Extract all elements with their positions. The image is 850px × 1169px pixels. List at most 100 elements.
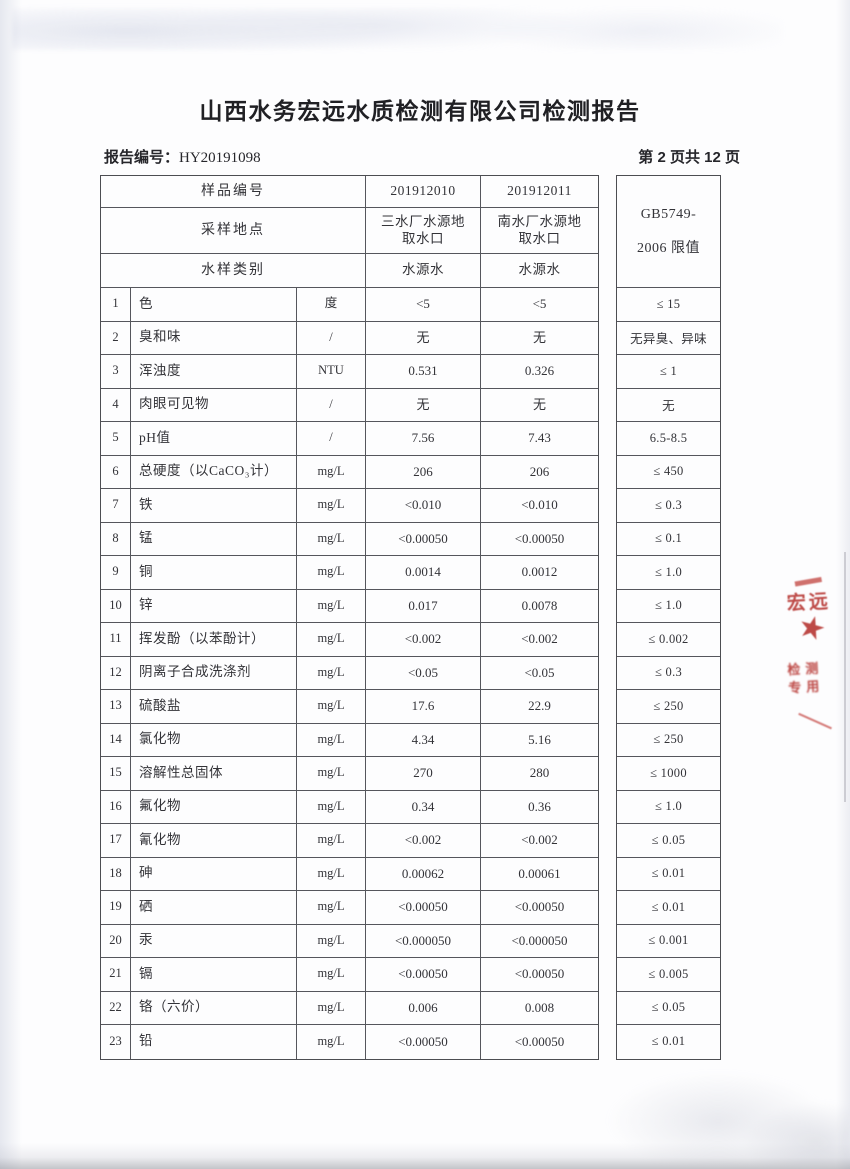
sample2-value: 0.0078 [481, 590, 598, 623]
limit-value: ≤ 1.0 [617, 791, 720, 824]
limit-value: 6.5-8.5 [617, 422, 720, 456]
sample1-id: 201912010 [366, 176, 481, 208]
param-name: 肉眼可见物 [131, 388, 297, 422]
row-number: 11 [101, 623, 131, 657]
limit-value: ≤ 0.05 [617, 824, 720, 858]
limit-header: GB5749- 2006 限值 [617, 176, 720, 288]
param-unit: mg/L [297, 1025, 366, 1059]
limit-value: ≤ 0.001 [617, 925, 720, 958]
limit-value: ≤ 0.3 [617, 489, 720, 523]
param-name: 锌 [131, 589, 297, 623]
sample2-value: 7.43 [481, 422, 598, 456]
limit-value: ≤ 0.01 [651, 1034, 686, 1049]
sample2-value: 280 [481, 757, 598, 791]
param-row: 5 pH值/7.56 7.43 [101, 422, 598, 456]
row-number: 4 [101, 388, 131, 422]
param-row: 22 铬（六价） mg/L 0.006 0.008 [101, 991, 598, 1025]
row-number: 8 [101, 522, 131, 556]
row-number: 9 [101, 556, 131, 590]
sample1-value: 0.531 [366, 355, 481, 389]
limit-value: ≤ 0.005 [617, 958, 720, 992]
param-name: 浑浊度 [131, 355, 297, 389]
param-name: 硒 [131, 891, 297, 925]
param-unit: NTU [297, 355, 366, 389]
sample2-value: <0.05 [481, 657, 598, 690]
sample2-value: 0.008 [481, 992, 598, 1025]
param-unit: mg/L [297, 690, 366, 724]
param-name: 铁 [131, 489, 297, 523]
sample-id-label: 样品编号 [101, 176, 366, 208]
sample1-value: 7.56 [366, 422, 481, 456]
sample2-value: <0.002 [481, 623, 598, 657]
sample1-value: <0.002 [366, 623, 481, 657]
scan-shadow-right [836, 0, 850, 1169]
limit-value: ≤ 1.0 [617, 556, 720, 590]
param-row: 1 色度 <5 <5 [101, 288, 598, 322]
param-unit: mg/L [297, 656, 366, 690]
param-name: 挥发酚（以苯酚计） [131, 623, 297, 657]
limit-value: ≤ 0.01 [617, 891, 720, 925]
limit-value: ≤ 0.1 [617, 523, 720, 556]
sample2-value: 0.36 [481, 791, 598, 824]
sample2-value: 无 [481, 322, 598, 355]
sample1-value: 0.00062 [366, 857, 481, 891]
page-edge-line [844, 552, 846, 802]
row-number: 1 [101, 288, 131, 322]
report-number-label: 报告编号： [104, 149, 180, 166]
sample2-value: 0.0012 [481, 556, 598, 590]
limit-table: GB5749- 2006 限值 ≤ 15 无异臭、异味 ≤ 1 无 6.5-8.5 ≤ 4… [616, 175, 721, 1060]
limit-value: 无异臭、异味 [617, 322, 720, 355]
param-row: 20 汞 mg/L <0.000050 <0.000050 [101, 924, 598, 958]
sample1-value: 4.34 [366, 723, 481, 757]
limit-value: 无 [617, 389, 720, 422]
param-unit: mg/L [297, 589, 366, 623]
sample2-value: <5 [481, 288, 598, 322]
sample2-value: 0.326 [481, 355, 598, 389]
category-label: 水样类别 [101, 254, 366, 288]
row-number: 10 [101, 589, 131, 623]
scan-shadow-top [12, 8, 782, 50]
row-number: 2 [101, 321, 131, 355]
sample2-value: <0.00050 [514, 1033, 565, 1049]
param-row: 10 锌 mg/L 0.017 0.0078 [101, 589, 598, 623]
row-number: 17 [101, 824, 131, 858]
param-unit: mg/L [297, 455, 366, 489]
seal-edge-line [798, 712, 832, 730]
sample2-value: 0.00061 [481, 858, 598, 891]
row-number: 14 [101, 723, 131, 757]
sample1-value: 17.6 [366, 690, 481, 724]
row-number: 15 [101, 757, 131, 791]
limit-value: ≤ 250 [617, 724, 720, 757]
param-unit: 度 [297, 288, 366, 322]
param-unit: mg/L [297, 790, 366, 824]
scan-shadow-bottom [0, 1143, 850, 1169]
row-number: 6 [101, 455, 131, 489]
param-row: 11 挥发酚（以苯酚计） mg/L <0.002 <0.002 [101, 623, 598, 657]
param-name: 氯化物 [131, 723, 297, 757]
header-row-sample-id: 样品编号 201912010 201912011 [101, 176, 598, 208]
meta-row: 报告编号：HY20191098 第 2 页共 12 页 [104, 146, 740, 167]
param-unit: mg/L [297, 522, 366, 556]
sample1-value: <0.010 [366, 489, 481, 523]
sample2-value: <0.00050 [481, 891, 598, 925]
limit-value: ≤ 0.01 [617, 858, 720, 891]
sample1-value: 无 [366, 388, 481, 422]
official-seal-stamp: 宏远 ★ 检测专用 [781, 571, 848, 754]
param-name: 氰化物 [131, 824, 297, 858]
param-unit: mg/L [297, 891, 366, 925]
header-row-location: 采样地点 三水厂水源地取水口 南水厂水源地取水口 [101, 208, 598, 254]
report-number: 报告编号：HY20191098 [104, 146, 261, 167]
param-row: 18 砷 mg/L 0.00062 0.00061 [101, 857, 598, 891]
row-number: 22 [101, 991, 131, 1025]
param-unit: mg/L [297, 556, 366, 590]
param-row: 6 总硬度（以CaCO₃计） mg/L 206 206 [101, 455, 598, 489]
sample1-value: <0.00050 [366, 958, 481, 992]
row-number: 20 [101, 924, 131, 958]
param-unit: / [297, 321, 366, 355]
param-name: 砷 [131, 857, 297, 891]
limit-value: ≤ 1000 [617, 757, 720, 791]
param-unit: mg/L [297, 723, 366, 757]
param-row: 7 铁 mg/L <0.010 <0.010 [101, 489, 598, 523]
param-unit: / [297, 388, 366, 422]
